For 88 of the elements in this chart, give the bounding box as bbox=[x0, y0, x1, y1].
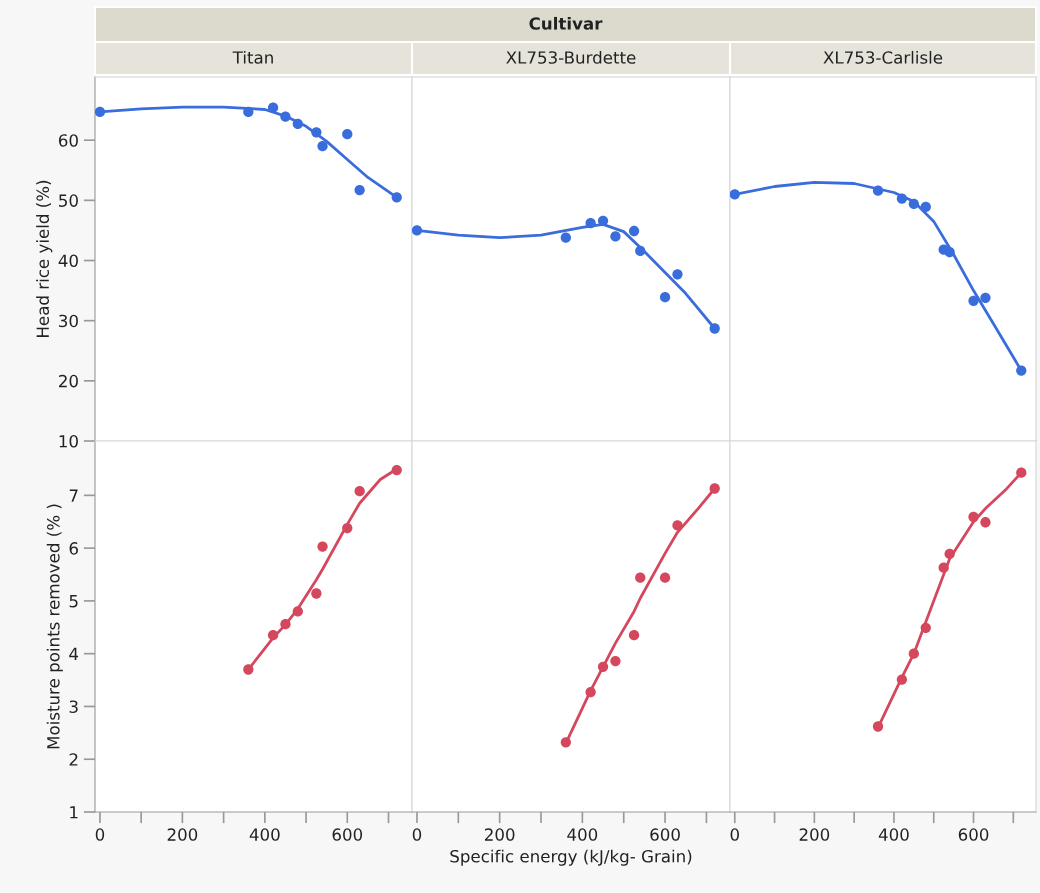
y-axis-title: Moisture points removed (% ) bbox=[46, 504, 63, 749]
point bbox=[560, 232, 571, 243]
point bbox=[944, 548, 955, 560]
point bbox=[585, 218, 596, 229]
point bbox=[980, 517, 991, 528]
y-tick-label: 5 bbox=[69, 595, 78, 608]
point bbox=[635, 572, 646, 583]
point bbox=[280, 111, 291, 122]
point bbox=[317, 141, 328, 152]
x-tick-label: 600 bbox=[958, 828, 989, 841]
point bbox=[896, 193, 908, 204]
y-tick-label: 7 bbox=[69, 489, 78, 502]
point bbox=[354, 184, 365, 196]
point bbox=[920, 201, 931, 213]
point bbox=[908, 648, 919, 659]
point bbox=[292, 606, 303, 617]
point bbox=[597, 661, 609, 673]
point bbox=[872, 721, 884, 732]
x-tick-label: 0 bbox=[95, 828, 105, 841]
point bbox=[709, 323, 720, 334]
point bbox=[944, 246, 955, 258]
y-tick-label: 50 bbox=[59, 194, 78, 207]
point bbox=[267, 102, 279, 113]
text: Cultivar bbox=[529, 16, 603, 30]
point bbox=[412, 225, 423, 236]
point bbox=[968, 511, 979, 523]
point bbox=[292, 118, 303, 130]
y-tick-label: 4 bbox=[69, 647, 79, 661]
y-tick-label: 40 bbox=[58, 254, 78, 268]
point bbox=[635, 245, 646, 257]
point bbox=[610, 655, 621, 667]
y-tick-label: 30 bbox=[59, 314, 78, 328]
chart-title: XL753-Carlisle bbox=[823, 50, 943, 64]
point bbox=[317, 541, 328, 552]
point bbox=[908, 198, 919, 210]
x-tick-label: 600 bbox=[332, 828, 363, 841]
point bbox=[342, 129, 353, 140]
x-axis-title: Specific energy (kJ/kg- Grain) bbox=[450, 849, 692, 866]
y-tick-label: 3 bbox=[69, 700, 78, 714]
y-tick-label: 1 bbox=[70, 806, 78, 819]
chart-title: Titan bbox=[232, 50, 273, 64]
point bbox=[95, 106, 106, 118]
y-tick-label: 10 bbox=[59, 434, 78, 448]
y-axis-title: Head rice yield (%) bbox=[36, 180, 53, 337]
point bbox=[267, 630, 279, 641]
point bbox=[1016, 467, 1027, 478]
x-tick-label: 0 bbox=[412, 828, 422, 841]
point bbox=[342, 522, 353, 534]
point bbox=[243, 106, 254, 118]
point bbox=[354, 485, 365, 497]
x-tick-label: 200 bbox=[167, 828, 198, 841]
point bbox=[610, 231, 621, 242]
point bbox=[872, 185, 884, 196]
y-tick-label: 20 bbox=[59, 374, 78, 388]
point bbox=[628, 225, 640, 237]
point bbox=[730, 189, 740, 200]
point bbox=[585, 687, 596, 698]
x-tick-label: 200 bbox=[484, 828, 515, 841]
point bbox=[920, 622, 931, 633]
x-tick-label: 400 bbox=[878, 828, 909, 841]
point bbox=[938, 562, 949, 573]
x-tick-label: 0 bbox=[730, 828, 739, 841]
point bbox=[311, 588, 322, 599]
point bbox=[560, 737, 571, 748]
point bbox=[709, 483, 720, 494]
x-tick-label: 600 bbox=[650, 828, 680, 841]
point bbox=[672, 269, 683, 280]
point bbox=[391, 192, 402, 203]
point bbox=[597, 215, 609, 226]
y-tick-label: 6 bbox=[69, 542, 78, 555]
point bbox=[391, 464, 402, 476]
point bbox=[311, 127, 322, 138]
x-tick-label: 400 bbox=[567, 828, 598, 841]
point bbox=[980, 292, 991, 303]
x-tick-label: 400 bbox=[249, 828, 280, 841]
point bbox=[896, 674, 908, 685]
point bbox=[659, 572, 671, 583]
x-tick-label: 200 bbox=[799, 828, 830, 841]
y-tick-label: 2 bbox=[69, 753, 78, 766]
point bbox=[243, 664, 254, 675]
point bbox=[628, 630, 640, 641]
point bbox=[659, 292, 671, 303]
chart-title: XL753-Burdette bbox=[506, 50, 636, 64]
y-tick-label: 60 bbox=[58, 134, 78, 147]
point bbox=[672, 520, 683, 531]
point bbox=[280, 618, 291, 630]
point bbox=[968, 295, 979, 306]
point bbox=[1016, 365, 1027, 376]
